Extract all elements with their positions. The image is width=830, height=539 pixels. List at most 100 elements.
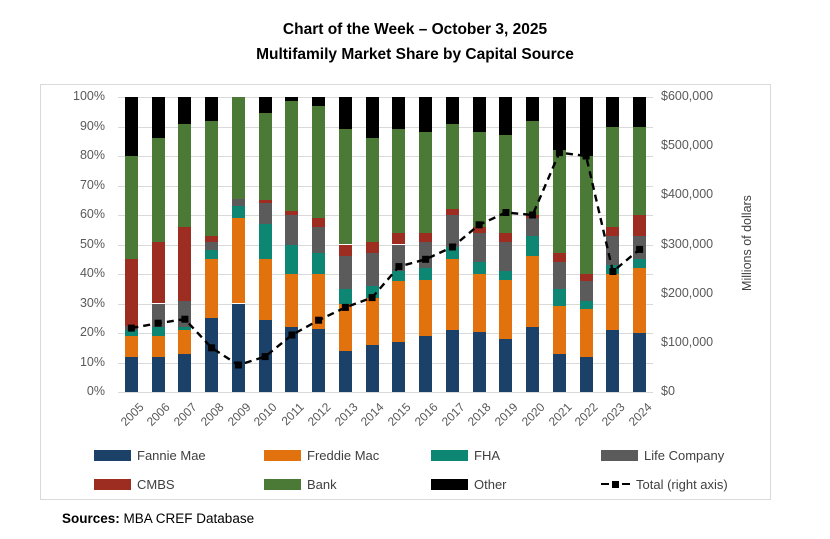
legend-item-fha: FHA	[431, 447, 500, 463]
legend-label: Freddie Mac	[307, 447, 380, 463]
bar-segment-life-company	[365, 253, 379, 286]
bar-segment-life-company	[499, 241, 513, 272]
bar-segment-fha	[178, 327, 192, 331]
bar-segment-other	[285, 97, 299, 102]
bar-segment-fannie-mae	[445, 330, 459, 392]
bar-segment-fha	[445, 247, 459, 260]
bar-segment-freddie-mac	[606, 274, 620, 331]
legend-swatch	[431, 478, 468, 490]
bar-segment-fha	[258, 223, 272, 260]
left-axis-tick-label: 10%	[79, 354, 105, 369]
plot-gridline	[118, 126, 653, 128]
sources-label: Sources:	[62, 511, 120, 526]
left-axis-tick-label: 90%	[79, 118, 105, 133]
bar-segment-life-company	[312, 226, 326, 254]
bar-segment-fha	[338, 288, 352, 304]
x-axis-label: 2021	[545, 400, 575, 429]
right-axis-tick-label: $600,000	[661, 89, 714, 103]
x-axis-label: 2011	[278, 400, 307, 429]
plot-gridline	[118, 333, 653, 334]
plot-gridline	[118, 362, 653, 364]
bar-segment-cmbs	[499, 232, 513, 242]
legend-swatch	[264, 478, 301, 490]
legend-item-fannie-mae: Fannie Mae	[94, 448, 206, 463]
left-axis-tick-label: 100%	[73, 89, 105, 103]
bar-segment-fannie-mae	[579, 356, 593, 392]
bar-segment-bank	[606, 126, 620, 227]
bar-segment-cmbs	[178, 226, 192, 301]
x-axis-label: 2020	[518, 400, 548, 429]
bar-segment-bank	[124, 156, 138, 260]
left-axis-tick-label: 40%	[79, 266, 105, 280]
bar-segment-fha	[231, 206, 245, 218]
bar-segment-cmbs	[392, 232, 406, 245]
bar-segment-life-company	[231, 198, 245, 207]
bar-segment-life-company	[205, 241, 219, 251]
legend-label: Bank	[307, 476, 337, 492]
bar-segment-cmbs	[633, 215, 647, 236]
legend-item-other: Other	[431, 477, 507, 492]
right-axis-tick-label: $400,000	[661, 187, 714, 202]
bar-segment-cmbs	[606, 226, 620, 236]
legend-swatch	[601, 449, 638, 461]
bar-segment-freddie-mac	[419, 279, 433, 336]
bar-segment-cmbs	[338, 244, 352, 257]
plot-gridline	[118, 244, 653, 246]
bar-segment-life-company	[526, 217, 540, 236]
x-axis-label: 2024	[625, 400, 655, 429]
bar-segment-other	[205, 97, 219, 121]
left-axis-tick-label: 80%	[79, 148, 105, 162]
bar-segment-other	[392, 97, 406, 130]
bar-segment-fannie-mae	[472, 331, 486, 392]
bar-segment-cmbs	[419, 232, 433, 242]
bar-segment-bank	[392, 129, 406, 233]
x-axis-label: 2007	[171, 400, 200, 429]
bar-segment-fha	[205, 250, 219, 260]
bar-segment-fannie-mae	[552, 353, 566, 392]
bar-segment-bank	[338, 129, 352, 245]
bar-segment-other	[124, 97, 138, 156]
legend-label: FHA	[474, 447, 500, 463]
bar-segment-fha	[392, 271, 406, 282]
x-axis-label: 2019	[492, 400, 521, 429]
bar-segment-freddie-mac	[258, 259, 272, 320]
bar-segment-other	[472, 97, 486, 133]
bar-segment-freddie-mac	[472, 274, 486, 332]
right-axis-tick-label: $500,000	[661, 138, 714, 153]
chart-title-line1: Chart of the Week – October 3, 2025	[282, 21, 548, 38]
bar-segment-freddie-mac	[392, 281, 406, 342]
right-axis-tick-label: $200,000	[661, 285, 714, 300]
bar-segment-fannie-mae	[205, 318, 219, 392]
sources-note: Sources: MBA CREF Database	[62, 511, 254, 526]
bar-segment-cmbs	[526, 215, 540, 218]
bar-segment-fannie-mae	[285, 327, 299, 392]
bar-segment-fha	[472, 262, 486, 274]
bar-segment-other	[633, 97, 647, 127]
bar-segment-cmbs	[205, 235, 219, 242]
chart-title-line2: Multifamily Market Share by Capital Sour…	[256, 46, 574, 63]
left-axis-tick-label: 30%	[79, 295, 105, 310]
bar-segment-other	[445, 97, 459, 124]
bar-segment-cmbs	[151, 241, 165, 304]
bar-segment-fha	[285, 244, 299, 274]
bar-segment-fha	[633, 259, 647, 269]
bar-segment-cmbs	[258, 200, 272, 204]
bar-segment-other	[312, 97, 326, 106]
x-axis-label: 2016	[411, 400, 441, 429]
legend-line-dash-icon	[622, 482, 630, 486]
bar-segment-other	[365, 97, 379, 139]
plot-gridline	[118, 303, 653, 305]
bar-segment-fannie-mae	[365, 344, 379, 392]
bar-segment-fha	[312, 253, 326, 274]
legend-swatch	[94, 478, 131, 490]
bar-segment-freddie-mac	[633, 268, 647, 333]
bar-segment-fannie-mae	[231, 303, 245, 392]
right-axis-title: Millions of dollars	[740, 195, 754, 291]
right-axis-tick-label: $300,000	[661, 236, 714, 251]
bar-segment-life-company	[178, 300, 192, 328]
bar-segment-cmbs	[445, 209, 459, 215]
bar-segment-fannie-mae	[633, 333, 647, 392]
bar-segment-fha	[419, 268, 433, 280]
x-axis-label: 2014	[358, 400, 388, 429]
bar-segment-fannie-mae	[419, 335, 433, 392]
